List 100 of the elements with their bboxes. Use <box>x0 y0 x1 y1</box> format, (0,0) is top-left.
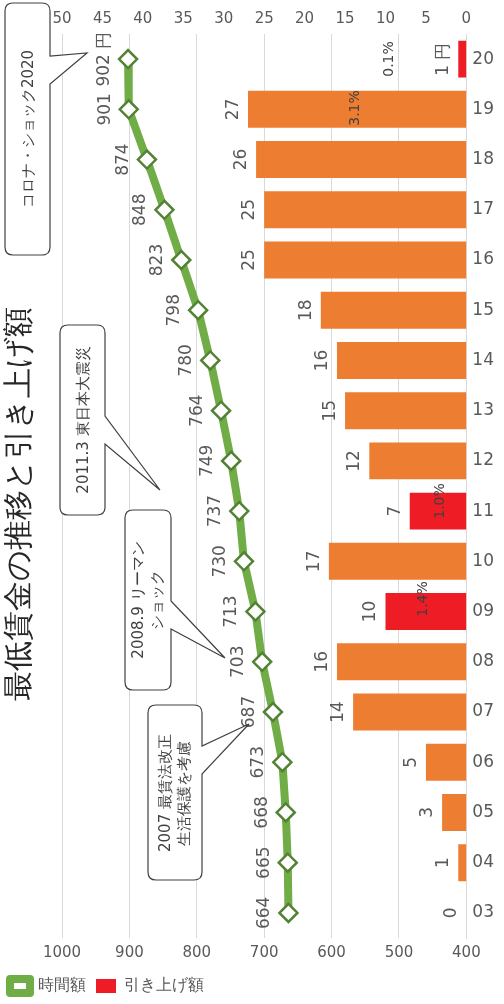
x2-tick-label: 50 <box>52 8 72 27</box>
y-tick-label: 17 <box>472 198 495 219</box>
point <box>187 299 209 321</box>
data-label: 848 <box>129 193 150 226</box>
legend-label: 引き上げ額 <box>124 975 204 995</box>
data-label: 18 <box>294 299 315 322</box>
point <box>233 551 255 572</box>
y-tick-label: 09 <box>472 599 495 620</box>
x2-tick-label: 10 <box>375 8 396 27</box>
data-label: 703 <box>227 645 248 678</box>
point <box>272 751 293 773</box>
data-label: 823 <box>146 243 167 277</box>
data-label: 26 <box>230 148 251 171</box>
y-tick-label: 11 <box>472 499 495 520</box>
point <box>171 249 192 271</box>
data-label: 664 <box>253 896 274 930</box>
x-tick-label: 600 <box>317 942 346 961</box>
point <box>262 701 284 723</box>
data-label: 798 <box>163 294 184 327</box>
data-label: 1 <box>432 857 453 869</box>
annotation: 3.1% <box>345 90 362 126</box>
data-label: 764 <box>185 394 206 427</box>
point <box>245 601 266 622</box>
x-tick-label: 700 <box>249 942 279 961</box>
data-label: 15 <box>318 399 339 422</box>
y-tick-label: 08 <box>472 650 495 671</box>
data-label: 17 <box>302 550 323 573</box>
y-tick-label: 15 <box>472 298 495 319</box>
y-tick-label: 19 <box>472 97 495 118</box>
x2-tick-label: 20 <box>295 8 315 27</box>
x2-tick-label: 15 <box>335 8 355 27</box>
y-tick-label: 12 <box>472 449 495 470</box>
annotation: 2007 最賃法改正生活保護を考慮 <box>156 732 194 854</box>
point <box>118 99 139 120</box>
y-tick-label: 10 <box>472 549 495 570</box>
data-label: 749 <box>196 444 217 478</box>
data-label: 12 <box>343 450 364 472</box>
x-tick-label: 900 <box>115 942 144 961</box>
data-label: 901 <box>93 93 114 126</box>
data-label: 730 <box>208 545 229 578</box>
data-label: 1 円 <box>432 42 453 76</box>
point <box>200 350 221 371</box>
data-label: 780 <box>175 344 196 377</box>
x-tick-label: 400 <box>452 942 481 961</box>
data-label: 737 <box>204 494 225 528</box>
data-label: 902 円 <box>92 31 113 87</box>
legend-label: 時間額 <box>38 975 86 995</box>
text: 最低賃金の推移と引き上げ額 <box>0 307 35 701</box>
data-label: 713 <box>220 595 241 628</box>
data-label: 25 <box>238 198 259 221</box>
data-label: 16 <box>310 349 331 372</box>
y-tick-label: 06 <box>472 750 495 771</box>
y-tick-label: 13 <box>472 399 495 420</box>
y-tick-label: 18 <box>472 147 495 168</box>
point <box>278 902 299 924</box>
data-label: 3 <box>416 807 437 818</box>
speech-bubble: 2011.3 東日本大震災 <box>60 325 160 515</box>
data-label: 10 <box>359 600 380 623</box>
point <box>275 802 296 823</box>
data-label: 16 <box>310 650 331 673</box>
x-tick-label: 1000 <box>42 942 82 961</box>
point <box>220 450 242 472</box>
x-tick-label: 500 <box>384 942 414 961</box>
data-label: 673 <box>247 746 268 779</box>
point <box>117 48 139 70</box>
point <box>229 500 250 522</box>
data-label: 874 <box>111 143 132 176</box>
data-label: 0 <box>440 907 461 919</box>
annotation: 0.1% <box>379 41 396 77</box>
y-tick-label: 16 <box>472 248 495 269</box>
data-label: 668 <box>250 796 271 829</box>
y-tick-label: 03 <box>472 901 495 922</box>
x2-tick-label: 30 <box>214 8 234 27</box>
annotation: 2008.9 リーマンショック <box>129 541 167 659</box>
data-label: 687 <box>237 695 258 729</box>
y-tick-label: 05 <box>472 800 495 821</box>
x2-tick-label: 5 <box>421 8 431 27</box>
y-tick-label: 04 <box>472 851 495 872</box>
data-label: 665 <box>252 846 273 879</box>
y-tick-label: 20 <box>472 47 495 68</box>
data-label: 27 <box>221 98 242 121</box>
x2-tick-label: 25 <box>254 8 274 27</box>
y-tick-label: 07 <box>472 700 495 721</box>
data-label: 5 <box>399 756 420 768</box>
annotation: 2011.3 東日本大震災 <box>73 345 92 496</box>
x2-tick-label: 40 <box>133 8 153 27</box>
data-label: 14 <box>327 701 348 723</box>
data-label: 7 <box>383 505 404 517</box>
point <box>154 199 175 221</box>
annotation: 1.4% <box>413 581 430 617</box>
data-label: 25 <box>238 249 259 271</box>
y-tick-label: 14 <box>472 348 495 369</box>
point <box>210 400 232 421</box>
point <box>251 651 273 673</box>
x2-tick-label: 45 <box>92 8 112 27</box>
point <box>277 852 299 873</box>
annotation: 1.0% <box>430 483 447 519</box>
x2-tick-label: 35 <box>173 8 193 27</box>
x-tick-label: 800 <box>182 942 212 961</box>
point <box>136 149 158 170</box>
